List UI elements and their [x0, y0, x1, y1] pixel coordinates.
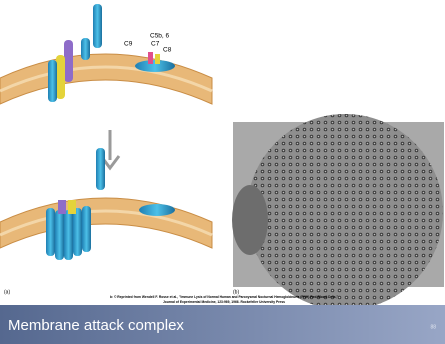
- complex: [139, 204, 175, 216]
- page-number: 88: [430, 324, 436, 330]
- pore-unit: [46, 208, 55, 256]
- pore-unit: [58, 200, 66, 214]
- protein: [93, 4, 102, 48]
- membrane-core: [0, 209, 213, 237]
- credit: b: © Reprinted from Wendell F. Rosse et …: [110, 295, 339, 299]
- panel-label: (b): [233, 289, 239, 295]
- credit: Journal of Experimental Medicine, 123:96…: [163, 300, 285, 304]
- protein: [56, 55, 65, 99]
- complex: [148, 52, 153, 64]
- label: C7: [151, 41, 160, 48]
- label: C9: [124, 41, 133, 48]
- complex: [135, 60, 175, 72]
- protein: [48, 60, 57, 102]
- micrograph-cell: [247, 114, 443, 310]
- pore-unit: [73, 208, 82, 256]
- pore: [46, 200, 91, 260]
- protein: [96, 148, 105, 190]
- pore-unit: [55, 210, 64, 260]
- panel-label: (a): [4, 289, 10, 295]
- pore-unit: [82, 206, 91, 252]
- pore-unit: [64, 210, 73, 260]
- label: C8: [163, 47, 172, 54]
- footer: [0, 305, 445, 344]
- micrograph-fragment: [232, 185, 268, 255]
- complex: [155, 54, 160, 64]
- protein: [64, 40, 73, 82]
- membrane-core: [0, 65, 213, 93]
- pore-unit: [68, 200, 76, 214]
- footer-title: Membrane attack complex: [8, 317, 184, 334]
- label: C5b, 6: [150, 33, 170, 40]
- protein: [81, 38, 90, 60]
